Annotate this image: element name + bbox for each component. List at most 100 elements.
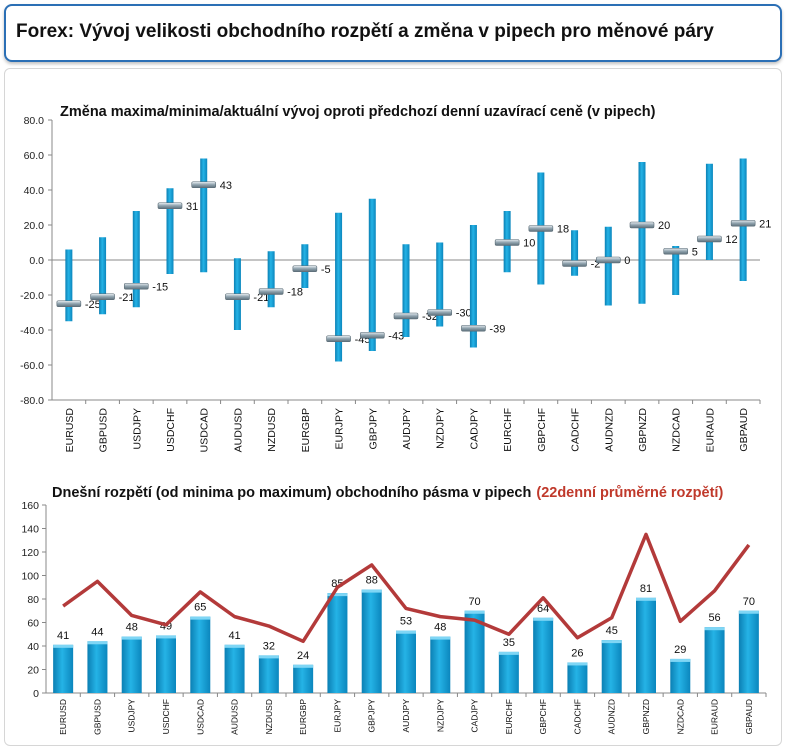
chart2-x-tick-label: AUDUSD [230,699,240,735]
chart1-y-tick-label: 40.0 [24,185,45,197]
chart1-current-label: -15 [152,281,168,293]
page-title: Forex: Vývoj velikosti obchodního rozpět… [16,21,714,42]
chart2-range-bar [670,658,691,693]
chart2-y-tick-label: 120 [21,547,39,559]
chart2-bar-cap [636,597,656,601]
chart2-bar-cap [533,617,554,621]
chart2-y-tick-label: 0 [33,688,39,700]
chart2-value-label: 70 [468,596,480,608]
chart1-current-marker [595,256,621,264]
chart2-value-label: 24 [297,650,309,662]
chart1-plot: 80.0 60.0 40.0 20.0 0.0 -20.0 -40.0 -60.0 -80.0 -… [20,115,771,452]
chart1-current-label: -43 [388,330,404,342]
chart2-value-label: 26 [571,647,583,659]
chart2-value-label: 48 [434,622,446,634]
chart1-current-marker [258,288,284,295]
chart2-x-tick-label: EURJPY [332,699,342,733]
chart1-range-bar [436,242,444,327]
chart2-range-bar [636,597,656,693]
chart1-current-marker [225,293,250,301]
chart2-bar-cap [87,641,108,645]
chart2-range-bar [601,640,622,693]
chart1-current-marker [663,247,689,255]
chart1-current-label: 0 [624,255,630,267]
chart1-range-bar [166,188,174,274]
chart2-x-tick-label: NZDUSD [264,699,274,734]
chart2-value-label: 45 [606,625,618,637]
chart1-x-tick-label: GBPUSD [98,408,110,453]
chart1-current-marker [528,225,554,232]
chart1-x-tick-label: EURAUD [704,408,716,453]
chart2-x-tick-label: EURUSD [58,699,68,735]
chart2-value-label: 41 [57,630,69,642]
chart1-current-marker [494,239,520,246]
chart1-x-tick-label: GBPNZD [637,408,649,452]
chart2-bar-cap [53,644,74,648]
chart1-x-tick-label: AUDNZD [603,408,615,452]
chart1-range-bar [705,163,713,260]
chart1-range-bar [267,251,275,308]
chart2-range-bar [53,644,74,693]
chart1-range-bar [739,158,747,281]
chart1-x-tick-label: EURGBP [300,408,312,452]
chart2-x-tick-label: EURGBP [298,699,308,735]
chart2-range-bar [258,655,279,693]
chart1-x-tick-label: GBPJPY [367,408,379,449]
chart2-average-line [62,532,751,644]
chart2-title-main: Dnešní rozpětí (od minima po maximum) ob… [52,485,531,501]
chart1-current-marker [191,181,217,189]
chart1-y-tick-label: 80.0 [24,115,45,127]
chart2-value-label: 81 [640,583,652,595]
chart1-current-marker [90,293,115,301]
chart2-x-tick-label: CADCHF [572,699,582,734]
chart1-current-label: 12 [725,234,737,246]
chart2-x-tick-label: GBPAUD [744,699,754,734]
chart1-y-tick-label: 60.0 [24,150,45,162]
chart2-range-bar [533,617,554,693]
chart2-value-label: 29 [674,644,686,656]
chart1-x-tick-label: CADJPY [468,408,480,449]
chart2-x-tick-label: AUDNZD [607,699,617,734]
chart2-bar-cap [396,630,416,634]
chart2-range-bar [361,589,382,693]
chart2-x-tick-label: GBPNZD [641,699,651,734]
chart1-current-label: -21 [119,292,135,304]
chart2-title: Dnešní rozpětí (od minima po maximum) ob… [52,485,723,501]
chart2-y-tick-label: 60 [27,618,39,630]
chart1-x-tick-label: NZDCAD [671,408,683,452]
chart1-x-tick-label: EURUSD [64,408,76,453]
chart1-current-marker [393,312,419,320]
chart2-bar-cap [601,640,622,644]
chart1-y-tick-label: -40.0 [20,325,44,337]
chart1-current-label: 5 [692,246,698,258]
chart1-range-bar [469,225,477,348]
chart2-x-tick-label: EURAUD [710,699,720,735]
chart2-bar-cap [704,627,725,631]
chart1-current-marker [157,202,183,210]
chart2-bar-cap [327,593,348,597]
chart1-range-bar [65,249,73,322]
chart2-x-tick-label: NZDCAD [675,699,685,734]
chart2-range-bar [704,627,725,693]
chart2-bar-cap [464,610,485,614]
chart1-range-bar [335,212,343,362]
chart1-x-tick-label: USDCAD [199,408,211,453]
chart1-current-marker [461,324,486,332]
chart2-value-label: 88 [366,575,378,587]
chart1-current-label: 31 [186,201,198,213]
chart1-current-marker [359,331,385,339]
chart2-range-bar [87,641,108,693]
chart1-current-label: 10 [523,238,535,250]
chart2-y-tick-label: 20 [27,665,39,677]
chart1-y-tick-label: -80.0 [20,395,44,407]
chart2-value-label: 35 [503,637,515,649]
chart2-range-bar [498,651,519,693]
chart1-current-marker [562,260,587,267]
chart2-x-tick-label: GBPJPY [367,699,377,733]
chart1-current-label: -39 [489,323,505,335]
chart2-x-tick-label: EURCHF [504,699,514,734]
chart2-bar-cap [498,651,519,655]
chart2-bar-cap [738,610,759,614]
chart2-value-label: 65 [194,602,206,614]
chart1-current-marker [292,265,318,273]
